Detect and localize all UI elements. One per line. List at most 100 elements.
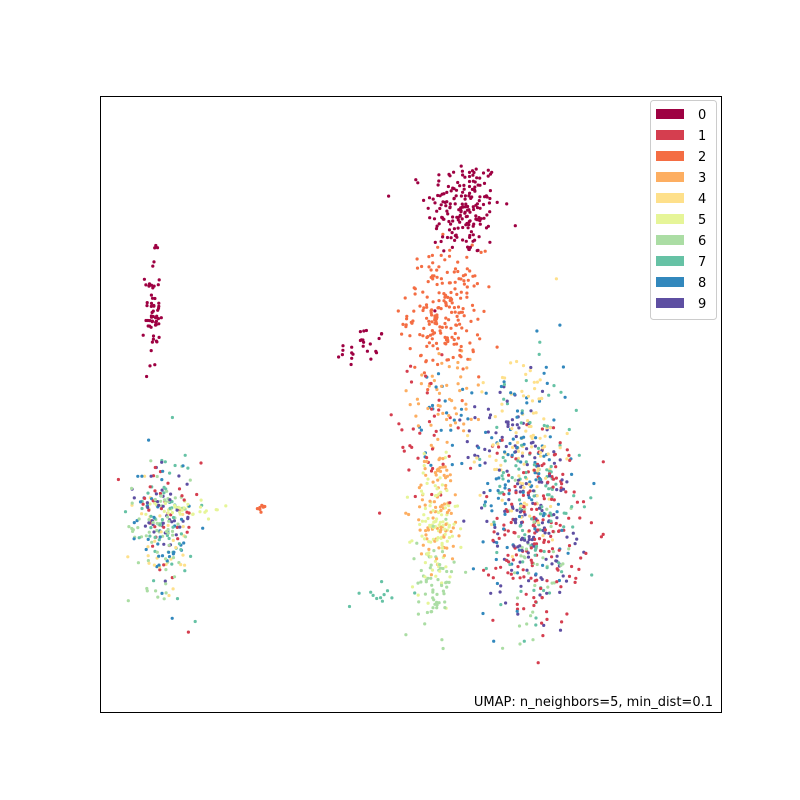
- scatter-point-digit-6: [145, 589, 149, 593]
- scatter-point-digit-1: [549, 534, 553, 539]
- scatter-point-digit-6: [136, 561, 140, 565]
- scatter-point-digit-8: [555, 510, 559, 514]
- scatter-point-digit-0: [155, 246, 160, 250]
- scatter-point-digit-8: [515, 571, 520, 575]
- scatter-point-digit-1: [158, 568, 162, 572]
- scatter-point-digit-4: [530, 445, 534, 449]
- scatter-point-digit-9: [152, 530, 156, 534]
- scatter-point-digit-0: [458, 213, 462, 217]
- scatter-point-digit-4: [510, 427, 514, 431]
- scatter-point-digit-1: [429, 469, 434, 473]
- scatter-point-digit-2: [473, 274, 477, 278]
- scatter-point-digit-1: [430, 447, 435, 451]
- scatter-point-digit-1: [432, 433, 436, 437]
- scatter-point-digit-7: [582, 505, 587, 509]
- scatter-point-digit-9: [536, 464, 541, 468]
- scatter-point-digit-0: [464, 202, 468, 206]
- scatter-point-digit-8: [503, 502, 507, 506]
- scatter-point-digit-8: [566, 551, 570, 555]
- scatter-point-digit-9: [571, 531, 575, 535]
- scatter-point-digit-9: [483, 447, 487, 451]
- scatter-point-digit-3: [414, 414, 418, 418]
- scatter-point-digit-1: [542, 538, 547, 542]
- scatter-point-digit-8: [179, 517, 184, 521]
- scatter-point-digit-3: [476, 417, 480, 422]
- scatter-point-digit-7: [520, 528, 525, 533]
- scatter-point-digit-2: [438, 325, 442, 329]
- scatter-point-digit-2: [465, 329, 469, 333]
- scatter-point-digit-8: [161, 469, 165, 473]
- scatter-point-digit-2: [427, 255, 431, 259]
- scatter-point-digit-1: [574, 576, 578, 580]
- scatter-point-digit-9: [519, 485, 523, 489]
- scatter-point-digit-1: [424, 374, 428, 378]
- scatter-point-digit-8: [505, 545, 509, 550]
- scatter-point-digit-1: [565, 448, 569, 452]
- scatter-point-digit-2: [462, 314, 466, 318]
- scatter-point-digit-7: [547, 487, 551, 491]
- scatter-point-digit-5: [163, 501, 167, 506]
- scatter-point-digit-7: [545, 424, 550, 428]
- scatter-point-digit-3: [419, 483, 423, 487]
- scatter-point-digit-1: [551, 529, 555, 534]
- scatter-point-digit-9: [146, 505, 150, 510]
- scatter-point-digit-9: [147, 521, 151, 525]
- scatter-point-digit-8: [478, 463, 482, 467]
- scatter-point-digit-6: [447, 580, 451, 585]
- scatter-point-digit-8: [443, 399, 447, 403]
- scatter-point-digit-0: [341, 344, 345, 348]
- scatter-point-digit-0: [482, 216, 486, 220]
- scatter-point-digit-0: [505, 202, 509, 206]
- scatter-point-digit-1: [497, 536, 501, 541]
- scatter-point-digit-0: [436, 193, 440, 198]
- scatter-point-digit-1: [547, 514, 551, 518]
- scatter-point-digit-0: [478, 206, 482, 210]
- scatter-point-digit-2: [424, 360, 428, 364]
- scatter-point-digit-2: [436, 306, 440, 310]
- scatter-point-digit-8: [499, 384, 503, 389]
- scatter-point-digit-9: [161, 504, 165, 508]
- scatter-point-digit-8: [492, 639, 496, 643]
- scatter-point-digit-8: [515, 409, 520, 413]
- scatter-point-digit-6: [159, 499, 163, 503]
- scatter-point-digit-0: [485, 213, 489, 217]
- scatter-point-digit-7: [534, 544, 539, 549]
- scatter-point-digit-1: [148, 485, 152, 489]
- scatter-point-digit-3: [447, 414, 451, 418]
- scatter-point-digit-1: [554, 465, 558, 469]
- scatter-point-digit-0: [368, 342, 372, 346]
- scatter-point-digit-1: [539, 586, 543, 591]
- scatter-point-digit-7: [538, 512, 543, 516]
- scatter-point-digit-3: [427, 547, 431, 552]
- scatter-point-digit-9: [516, 545, 520, 549]
- scatter-point-digit-8: [497, 476, 501, 480]
- scatter-point-digit-3: [442, 535, 446, 539]
- scatter-point-digit-4: [516, 449, 521, 453]
- scatter-point-digit-7: [385, 589, 390, 593]
- scatter-point-digit-2: [425, 344, 429, 348]
- scatter-point-digit-9: [555, 554, 559, 558]
- scatter-point-digit-7: [375, 596, 379, 601]
- scatter-point-digit-0: [468, 191, 472, 195]
- scatter-point-digit-7: [517, 498, 522, 502]
- scatter-point-digit-9: [517, 426, 521, 430]
- scatter-point-digit-0: [358, 338, 362, 343]
- scatter-point-digit-9: [526, 555, 531, 559]
- scatter-point-digit-7: [162, 485, 166, 489]
- scatter-point-digit-2: [457, 311, 461, 315]
- scatter-point-digit-2: [495, 345, 499, 349]
- scatter-point-digit-9: [542, 623, 546, 628]
- scatter-point-digit-6: [165, 515, 170, 519]
- scatter-point-digit-7: [519, 589, 523, 594]
- scatter-point-digit-0: [462, 183, 466, 187]
- scatter-point-digit-4: [126, 555, 130, 559]
- scatter-point-digit-2: [452, 342, 456, 346]
- scatter-point-digit-0: [461, 190, 465, 194]
- scatter-point-digit-8: [545, 381, 549, 385]
- scatter-point-digit-2: [436, 245, 440, 249]
- scatter-point-digit-6: [444, 517, 448, 521]
- scatter-point-digit-4: [541, 534, 545, 538]
- scatter-point-digit-1: [177, 487, 182, 491]
- scatter-point-digit-7: [571, 525, 575, 529]
